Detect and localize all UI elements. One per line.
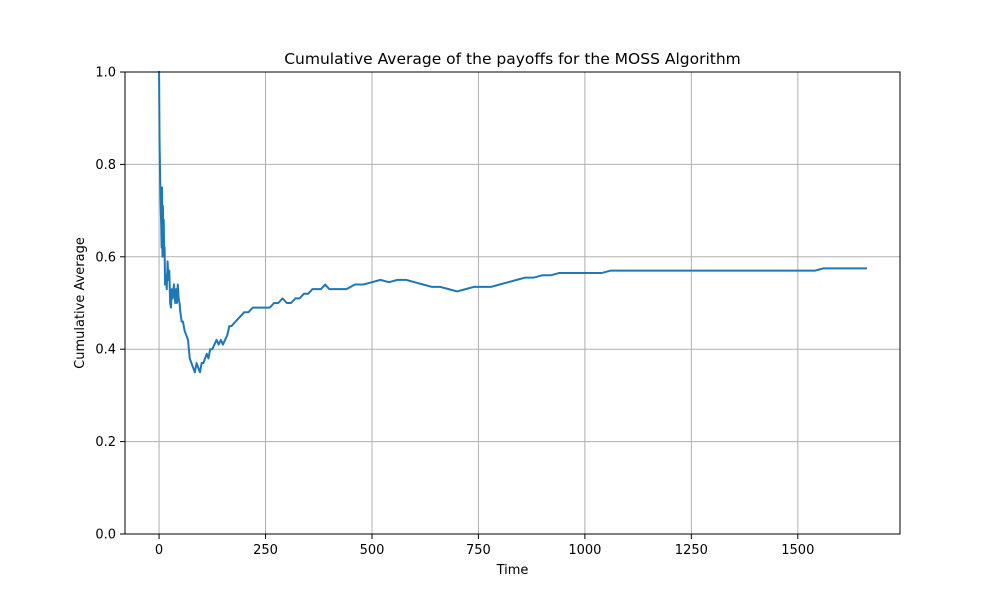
x-tick-label: 1000 [568,543,601,558]
chart-title: Cumulative Average of the payoffs for th… [284,50,741,68]
y-axis-ticks: 0.0 0.2 0.4 0.6 0.8 1.0 [95,66,125,543]
series-line [158,70,867,374]
x-axis-label: Time [496,563,529,578]
series-group [158,70,867,374]
y-tick-label: 0.6 [95,250,116,265]
y-tick-label: 0.8 [95,158,116,173]
y-tick-label: 0.0 [95,528,116,543]
x-tick-label: 500 [360,543,385,558]
x-tick-label: 1250 [675,543,708,558]
x-tick-label: 1500 [781,543,814,558]
plot-frame [124,71,901,535]
y-tick-label: 0.4 [95,343,116,358]
x-axis-ticks: 0 250 500 750 1000 1250 1500 [155,534,814,558]
x-tick-label: 250 [253,543,278,558]
x-tick-label: 750 [466,543,491,558]
x-tick-label: 0 [155,543,163,558]
y-axis-label: Cumulative Average [73,237,88,369]
y-tick-label: 0.2 [95,435,116,450]
y-tick-label: 1.0 [95,66,116,81]
